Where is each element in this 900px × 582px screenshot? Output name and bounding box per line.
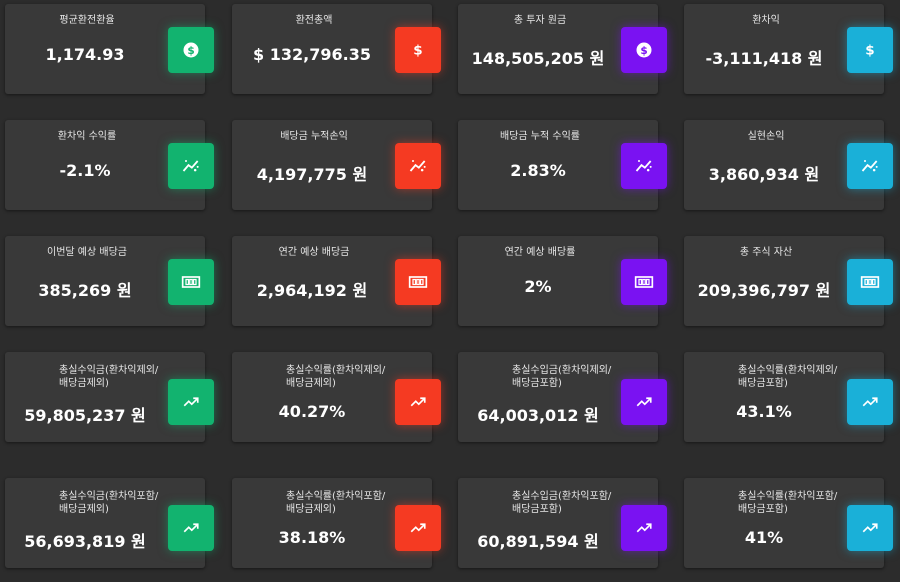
card-net-gain-exfx-exdiv: 총실수익금(환차익제외/배당금제외) 59,805,237 원 <box>5 352 214 442</box>
card-total-principal: 총 투자 원금 148,505,205 원 $ <box>458 4 667 94</box>
trending-up-icon <box>168 505 214 551</box>
card-label: 총실수익률(환차익제외/배당금제외) <box>286 365 386 389</box>
card-label: 총실수익률(환차익포함/배당금제외) <box>286 491 386 515</box>
card-label: 총실수익률(환차익제외/배당금포함) <box>738 365 838 389</box>
trending-up-icon <box>168 379 214 425</box>
dollar-icon: $ <box>395 27 441 73</box>
card-value: 56,693,819 원 <box>24 532 146 551</box>
card-net-gain-incfx-exdiv: 총실수익금(환차익포함/배당금제외) 56,693,819 원 <box>5 478 214 568</box>
card-annual-dividend: 연간 예상 배당금 2,964,192 원 <box>232 236 441 326</box>
card-net-return-incfx-exdiv: 총실수익률(환차익포함/배당금제외) 38.18% <box>232 478 441 568</box>
card-value: -2.1% <box>59 161 111 180</box>
card-value: 2% <box>524 277 552 296</box>
card-value: 209,396,797 원 <box>697 281 831 300</box>
card-value: 2,964,192 원 <box>256 281 368 300</box>
card-value: 148,505,205 원 <box>471 49 605 68</box>
card-total-exchange: 환전총액 $ 132,796.35 $ <box>232 4 441 94</box>
card-value: 1,174.93 <box>45 45 125 64</box>
card-label: 환차익 <box>752 15 780 26</box>
card-avg-exchange-rate: 평균환전환율 1,174.93 $ <box>5 4 214 94</box>
cash-icon <box>168 259 214 305</box>
card-label: 이번달 예상 배당금 <box>47 247 127 258</box>
card-label: 실현손익 <box>747 131 785 142</box>
trending-up-icon <box>847 505 893 551</box>
card-value: 3,860,934 원 <box>708 165 820 184</box>
card-fx-return: 환차익 수익률 -2.1% <box>5 120 214 210</box>
card-label: 총실수입금(환차익제외/배당금포함) <box>512 365 612 389</box>
card-label: 연간 예상 배당률 <box>504 247 576 258</box>
card-value: 4,197,775 원 <box>256 165 368 184</box>
card-label: 배당금 누적손익 <box>280 131 348 142</box>
card-value: 2.83% <box>510 161 566 180</box>
card-label: 총실수익금(환차익포함/배당금제외) <box>59 491 159 515</box>
card-net-return-exfx-exdiv: 총실수익률(환차익제외/배당금제외) 40.27% <box>232 352 441 442</box>
trending-up-icon <box>847 379 893 425</box>
card-value: $ 132,796.35 <box>253 45 371 64</box>
cash-icon <box>621 259 667 305</box>
trending-up-icon <box>395 379 441 425</box>
card-label: 연간 예상 배당금 <box>278 247 350 258</box>
sparkle-trend-icon <box>621 143 667 189</box>
card-value: 385,269 원 <box>38 281 132 300</box>
svg-text:$: $ <box>640 45 647 57</box>
trending-up-icon <box>621 505 667 551</box>
card-monthly-dividend: 이번달 예상 배당금 385,269 원 <box>5 236 214 326</box>
svg-text:$: $ <box>413 43 422 59</box>
card-net-return-exfx-incdiv: 총실수익률(환차익제외/배당금포함) 43.1% <box>684 352 893 442</box>
card-realized-gain: 실현손익 3,860,934 원 <box>684 120 893 210</box>
card-label: 총 투자 원금 <box>513 15 567 26</box>
card-label: 총실수입금(환차익포함/배당금포함) <box>512 491 612 515</box>
dollar-circle-icon: $ <box>168 27 214 73</box>
card-label: 평균환전환율 <box>59 15 115 26</box>
trending-up-icon <box>621 379 667 425</box>
card-value: 38.18% <box>278 528 346 547</box>
card-fx-gain: 환차익 -3,111,418 원 $ <box>684 4 893 94</box>
card-value: 40.27% <box>278 402 346 421</box>
card-label: 총 주식 자산 <box>739 247 793 258</box>
card-label: 배당금 누적 수익률 <box>500 131 580 142</box>
card-net-income-incfx-incdiv: 총실수입금(환차익포함/배당금포함) 60,891,594 원 <box>458 478 667 568</box>
sparkle-trend-icon <box>395 143 441 189</box>
svg-text:$: $ <box>865 43 874 59</box>
dollar-icon: $ <box>847 27 893 73</box>
cash-icon <box>395 259 441 305</box>
svg-text:$: $ <box>187 45 194 57</box>
card-total-stock-assets: 총 주식 자산 209,396,797 원 <box>684 236 893 326</box>
card-value: -3,111,418 원 <box>705 49 823 68</box>
card-value: 41% <box>744 528 784 547</box>
dollar-circle-icon: $ <box>621 27 667 73</box>
card-net-income-exfx-incdiv: 총실수입금(환차익제외/배당금포함) 64,003,012 원 <box>458 352 667 442</box>
card-label: 환차익 수익률 <box>57 131 117 142</box>
card-value: 43.1% <box>736 402 792 421</box>
card-dividend-cumulative: 배당금 누적손익 4,197,775 원 <box>232 120 441 210</box>
card-value: 64,003,012 원 <box>477 406 599 425</box>
sparkle-trend-icon <box>847 143 893 189</box>
card-annual-dividend-rate: 연간 예상 배당률 2% <box>458 236 667 326</box>
sparkle-trend-icon <box>168 143 214 189</box>
card-label: 총실수익률(환차익포함/배당금포함) <box>738 491 838 515</box>
card-dividend-return: 배당금 누적 수익률 2.83% <box>458 120 667 210</box>
cash-icon <box>847 259 893 305</box>
card-value: 59,805,237 원 <box>24 406 146 425</box>
card-label: 총실수익금(환차익제외/배당금제외) <box>59 365 159 389</box>
card-net-return-incfx-incdiv: 총실수익률(환차익포함/배당금포함) 41% <box>684 478 893 568</box>
card-value: 60,891,594 원 <box>477 532 599 551</box>
trending-up-icon <box>395 505 441 551</box>
card-label: 환전총액 <box>295 15 333 26</box>
